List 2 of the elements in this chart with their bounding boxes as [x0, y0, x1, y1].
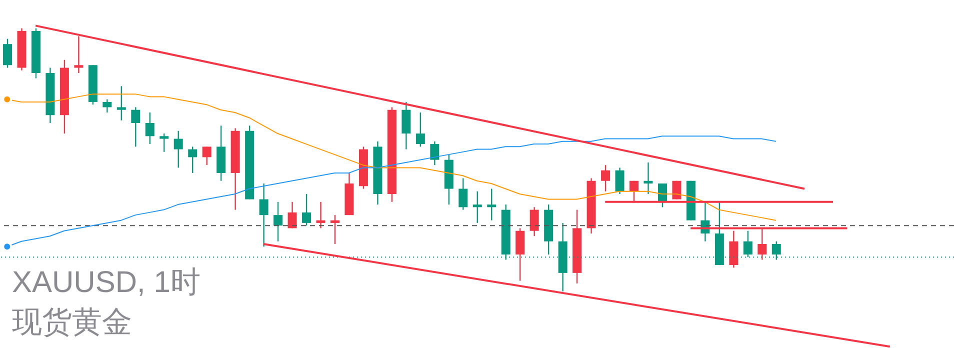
text: 现货黄金 [12, 306, 132, 339]
text: XAUUSD, 1时 [12, 266, 200, 299]
